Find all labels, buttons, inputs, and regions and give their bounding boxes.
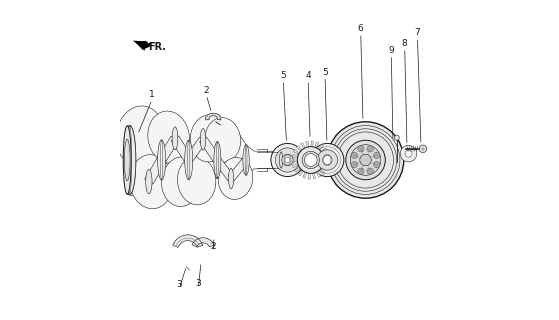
Polygon shape [133,41,148,51]
Circle shape [311,143,344,177]
Polygon shape [158,136,179,162]
Text: 7: 7 [415,28,420,37]
Text: 2: 2 [203,86,209,95]
Polygon shape [200,137,221,162]
Circle shape [394,135,399,140]
Ellipse shape [126,138,133,182]
Text: 3: 3 [176,280,182,289]
Ellipse shape [148,111,190,163]
Circle shape [373,162,380,168]
Text: 1: 1 [149,91,155,100]
Polygon shape [301,143,305,148]
Polygon shape [306,141,309,147]
Ellipse shape [146,170,152,194]
Circle shape [323,155,332,165]
Ellipse shape [124,125,136,195]
Circle shape [317,150,338,170]
Ellipse shape [130,155,173,209]
Text: 5: 5 [281,71,286,80]
Circle shape [297,147,324,173]
Ellipse shape [214,141,221,179]
Polygon shape [324,158,330,160]
Polygon shape [292,164,299,168]
Text: FR.: FR. [148,42,166,52]
Polygon shape [318,144,323,150]
Circle shape [327,122,404,198]
Ellipse shape [218,157,253,199]
Ellipse shape [243,145,249,175]
Polygon shape [308,173,310,179]
Polygon shape [145,157,165,184]
Polygon shape [315,142,319,148]
Circle shape [400,145,417,162]
Polygon shape [173,235,203,247]
Ellipse shape [158,140,165,180]
Ellipse shape [178,156,216,205]
Polygon shape [297,146,302,151]
Circle shape [346,140,385,180]
Text: 2: 2 [211,242,216,251]
Circle shape [367,146,373,152]
Text: 8: 8 [402,39,408,48]
Text: 6: 6 [358,24,363,33]
Ellipse shape [280,152,283,168]
Ellipse shape [172,127,178,150]
Polygon shape [303,172,307,178]
Polygon shape [295,167,300,172]
Polygon shape [292,160,297,162]
Polygon shape [322,166,328,170]
Circle shape [358,168,364,174]
Polygon shape [324,162,330,165]
Ellipse shape [184,140,193,180]
Polygon shape [321,148,327,153]
Circle shape [419,145,427,153]
Polygon shape [293,150,300,154]
Polygon shape [214,158,234,181]
Circle shape [360,154,371,166]
Circle shape [405,150,412,157]
Ellipse shape [200,128,206,150]
Polygon shape [323,152,329,156]
Circle shape [276,148,300,172]
Polygon shape [228,157,249,181]
Circle shape [302,151,319,169]
Ellipse shape [116,106,164,166]
Circle shape [271,143,304,177]
Ellipse shape [124,139,130,181]
Ellipse shape [190,115,228,162]
Text: 5: 5 [322,68,328,76]
Circle shape [367,168,373,174]
Circle shape [373,152,380,158]
Circle shape [351,152,358,158]
Circle shape [358,146,364,152]
Polygon shape [206,113,221,120]
Ellipse shape [229,168,234,189]
Text: 4: 4 [305,71,311,80]
Ellipse shape [205,118,241,162]
Circle shape [285,157,290,163]
Ellipse shape [123,126,131,194]
Polygon shape [298,170,303,176]
Circle shape [304,154,317,166]
Ellipse shape [162,157,201,206]
Text: 3: 3 [196,279,201,288]
Polygon shape [192,238,214,247]
Text: 9: 9 [389,46,394,55]
Polygon shape [312,173,316,179]
Polygon shape [320,169,325,174]
Polygon shape [171,136,192,162]
Polygon shape [185,137,206,162]
Circle shape [351,162,358,168]
Circle shape [350,145,381,175]
Polygon shape [292,155,298,158]
Circle shape [282,154,293,166]
Polygon shape [311,141,314,147]
Polygon shape [316,172,321,177]
